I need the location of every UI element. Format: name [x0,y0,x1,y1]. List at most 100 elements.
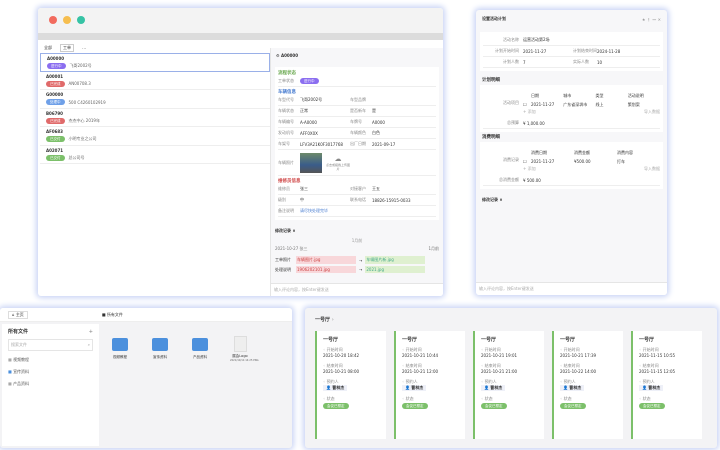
field-value[interactable]: 中 [300,197,304,202]
upload-area[interactable]: ☁ 点击或拖拽上传图片 [326,154,351,171]
meeting-card[interactable]: 一号厅 ◦ 开始时间 2021-10-21 10:44 ◦ 结束时间 2021-10… [394,331,465,439]
add-icon[interactable]: + [88,328,93,335]
add-row-button[interactable]: + 添加 [523,109,536,114]
log-field: 工单照片 [275,257,291,262]
end-time: 2021-10-22 14:00 [560,369,597,375]
filter-dropdown[interactable]: 全部 [44,45,52,50]
table-cell[interactable]: 2021-11-27 [531,102,555,107]
start-time: 2021-10-21 10:44 [402,353,439,359]
table-cell[interactable]: 广东省深圳市 [563,101,588,107]
list-toolbar: 全部 工单 ⋯ [44,44,86,52]
order-id: AF0683 [46,129,63,134]
start-value[interactable]: 2021-11-27 [523,48,547,54]
field-value[interactable]: AFF0X0X [300,130,318,136]
status-badge: 会议已预定 [560,402,586,409]
status-label: 工单状态 [278,78,294,83]
table-header: 城市 [563,92,572,98]
status-label: ◦ 状态 [560,396,572,402]
search-input[interactable]: 搜索文件 ⌕ [8,339,93,351]
close-window-button[interactable] [49,16,57,24]
person-label: ◦ 预约人 [639,378,655,384]
log-field: 处理说明 [275,266,291,272]
field-value[interactable]: 张三 [300,186,308,191]
status-label: ◦ 状态 [639,396,651,402]
tree-item[interactable]: ■ 产品资料 [8,381,30,386]
meeting-card[interactable]: 一号厅 ◦ 开始时间 2021-10-21 17:39 ◦ 结束时间 2021-10… [552,331,623,439]
list-item[interactable]: G00000 处理中 500 C4260102919 [40,90,270,109]
car-photo[interactable] [300,152,322,173]
active-filter-button[interactable]: 工单 [60,44,74,52]
end-label: ◦ 结束时间 [639,362,659,368]
end-label: ◦ 结束时间 [560,362,580,368]
file-item[interactable]: 展会Logo 2021/10/14 14:25 PNG [230,336,259,362]
field-value[interactable]: 正常 [300,108,308,113]
file-manager-window: ⌂ 主页 ■ 所有文件 所有文件 + 搜索文件 ⌕ ■ 视频教程 ■ 宣传资料 ■ 产品… [0,308,292,448]
name-label: 活动名称 [503,37,519,42]
field-value[interactable]: 白色 [372,130,380,135]
table-cell[interactable]: 打车 [617,158,625,164]
history-toggle[interactable]: 修改记录 ∨ [275,228,296,233]
window-controls[interactable]: ★ ⋮ — ✕ [641,16,661,22]
comment-input[interactable]: 输入评论内容，按Enter键发送 [271,283,443,296]
minimize-window-button[interactable] [63,16,71,24]
list-item[interactable]: B06790 已完成 杰杰中心 2019年 [40,109,270,127]
table-cell[interactable]: 线上 [595,101,604,107]
field-value[interactable]: 飞哥2002号 [300,97,323,102]
status-label: ◦ 状态 [481,396,493,402]
field-value[interactable]: 18826-15915-0033 [372,197,411,203]
meeting-card[interactable]: 一号厅 ◦ 开始时间 2021-11-15 10:55 ◦ 结束时间 2021-11… [631,331,702,439]
name-value[interactable]: 运营活动第2场 [523,37,550,42]
table-cell[interactable]: 策划案 [627,101,640,107]
status-badge: 会议已预定 [639,402,665,409]
meeting-card[interactable]: 一号厅 ◦ 开始时间 2021-10-21 19:01 ◦ 结束时间 2021-10… [473,331,544,439]
person-label: ◦ 预约人 [560,378,576,384]
breadcrumb[interactable]: ■ 所有文件 [101,311,123,317]
file-item[interactable]: 视频教程 [110,338,130,360]
meeting-card[interactable]: 一号厅 ◦ 开始时间 2021-10-20 18:42 ◦ 结束时间 2021-10… [315,331,386,439]
actual-value[interactable]: 10 [597,59,603,65]
list-item[interactable]: A02071 已交付 总公司号 [40,146,270,164]
field-value[interactable]: A-A0000 [300,119,317,125]
plan-count-value[interactable]: 7 [523,59,526,65]
work-order-window: 全部 工单 ⋯ A00000 进行中 飞哥2002号 A00001 已完成 AN00708… [38,8,443,296]
home-button[interactable]: ⌂ 主页 [8,310,28,319]
end-value[interactable]: 2024-11-28 [597,48,621,54]
start-label: ◦ 开始时间 [323,347,343,352]
list-item[interactable]: A00000 进行中 飞哥2002号 [40,53,270,72]
list-item[interactable]: A00001 已完成 AN00708.3 [40,72,270,90]
file-item[interactable]: 产品资料 [190,338,210,360]
history-toggle[interactable]: 修改记录 ∨ [482,197,503,202]
field-label: 车辆状态 [278,108,294,113]
remark-label: 备注说明 [278,208,294,213]
folder-icon [112,338,128,351]
tree-item[interactable]: ■ 宣传资料 [8,369,30,374]
import-button[interactable]: 导入数据 [644,109,660,114]
table-header: 消费金额 [574,149,590,155]
field-value[interactable]: LFV3A21K0F3017768 [300,141,343,147]
import-expense-button[interactable]: 导入数据 [644,166,660,171]
section-repairer: 维修员信息 [278,179,301,184]
maximize-window-button[interactable] [77,16,85,24]
spent-label: 总消费金额 [499,177,519,182]
end-time: 2021-10-21 08:00 [323,369,360,375]
user-icon: 👤 [326,384,331,390]
remark-value: 请尽快处理完毕 [300,208,328,213]
comment-input[interactable]: 输入评论内容，按Enter键发送 [476,282,667,295]
field-value[interactable]: 王五 [372,186,380,191]
field-label: 发动机号 [278,130,294,135]
more-button[interactable]: ⋯ [82,45,86,51]
list-item[interactable]: AF0683 已交付 小明专业之公司 [40,127,270,146]
table-cell[interactable]: ¥500.00 [574,159,591,164]
file-item[interactable]: 宣传资料 [150,338,170,360]
add-expense-button[interactable]: + 添加 [523,166,536,171]
order-text: 小明专业之公司 [68,136,97,141]
status-badge: 进行中 [300,78,319,84]
field-value[interactable]: 2021-09-17 [372,141,396,147]
table2-label: 消费记录 [503,157,519,162]
sidebar-title: 所有文件 [8,329,29,335]
field-value[interactable]: 是 [372,108,376,113]
table-cell[interactable]: 2021-11-27 [531,159,555,164]
field-value[interactable]: A0000 [372,119,385,125]
tree-item[interactable]: ■ 视频教程 [8,357,30,362]
field-label: 车辆颜色 [350,130,366,135]
